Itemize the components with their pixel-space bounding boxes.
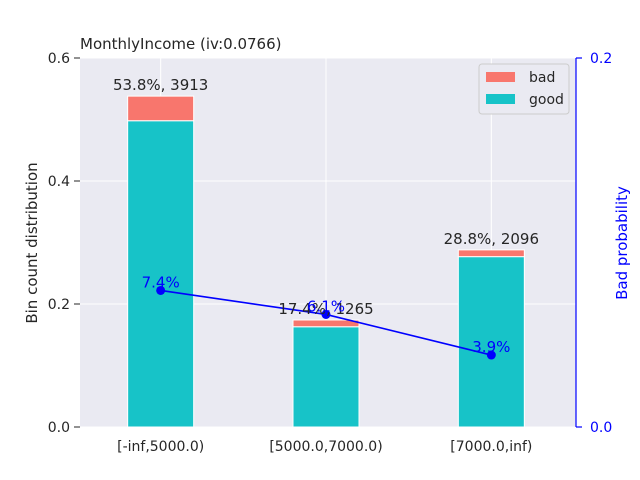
axes: 0.0 0.2 0.4 0.6 0.0 0.2 [-inf,5000.0) [5000.0,7… [48, 51, 613, 455]
y-tick-label-1: 0.2 [48, 297, 70, 313]
bar-label-0: 53.8%, 3913 [113, 76, 208, 94]
bad-probability-point-0 [156, 285, 166, 295]
legend-bad-swatch [486, 72, 515, 82]
bad-probability-line [156, 285, 496, 360]
bad-probability-label-2: 3.9% [472, 338, 510, 356]
y2-tick-label-1: 0.2 [590, 51, 612, 67]
bad-probability-point-2 [486, 350, 496, 360]
x-tick-label-0: [-inf,5000.0) [117, 439, 204, 455]
bar-bad-2 [457, 249, 525, 258]
legend: bad good [478, 63, 570, 115]
x-tick-label-1: [5000.0,7000.0) [269, 439, 382, 455]
y2-tick-label-0: 0.0 [590, 420, 612, 436]
y-tick-label-3: 0.6 [48, 51, 70, 67]
bar-bad-0 [127, 95, 195, 122]
bar-bad-1 [292, 319, 360, 328]
y-tick-label-0: 0.0 [48, 420, 70, 436]
bad-probability-label-1: 6.1% [307, 297, 345, 315]
legend-good-label: good [529, 92, 564, 108]
bars [127, 95, 525, 428]
bad-probability-label-0: 7.4% [142, 273, 180, 291]
legend-good-swatch [486, 94, 515, 104]
y2-axis-label: Bad probability [613, 186, 631, 300]
bar-labels: 53.8%, 3913 17.4%, 1265 28.8%, 2096 7.4% 6.1… [113, 76, 539, 356]
chart-title: MonthlyIncome (iv:0.0766) [80, 35, 282, 53]
y-tick-label-2: 0.4 [48, 174, 70, 190]
bar-label-1: 17.4%, 1265 [278, 300, 373, 318]
bad-probability-point-1 [321, 309, 331, 319]
legend-bad-label: bad [529, 70, 555, 86]
bar-good-1 [292, 326, 360, 428]
bar-label-2: 28.8%, 2096 [444, 230, 539, 248]
bar-good-2 [457, 256, 525, 428]
x-tick-label-2: [7000.0,inf) [450, 439, 532, 455]
y-axis-label: Bin count distribution [23, 162, 41, 323]
